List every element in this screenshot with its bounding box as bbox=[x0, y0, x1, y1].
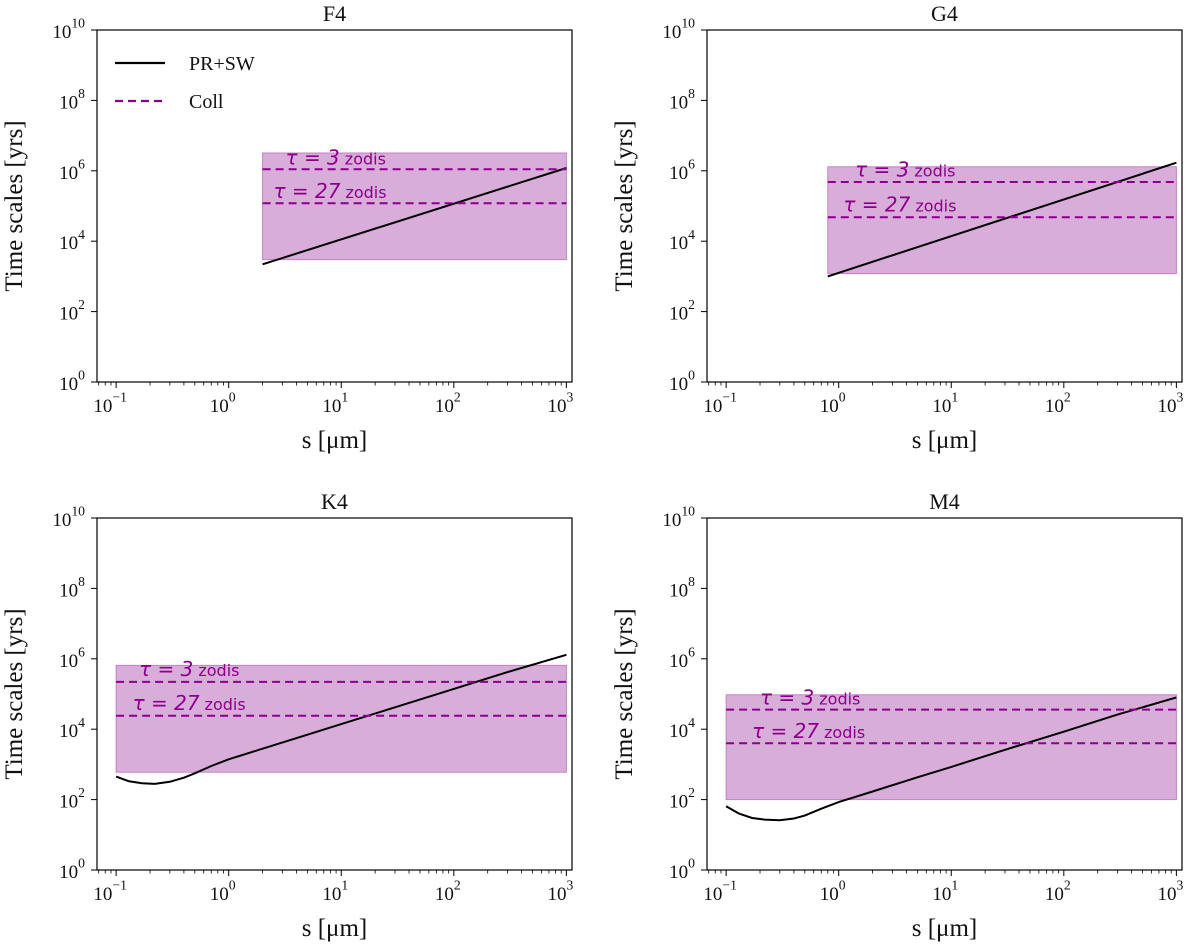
y-axis-label: Time scales [yrs] bbox=[611, 120, 638, 291]
legend-label: PR+SW bbox=[189, 53, 255, 75]
tau-annotation: τ = 27 zodis bbox=[843, 192, 956, 216]
legend: PR+SW Coll bbox=[115, 53, 255, 113]
panel-title: G4 bbox=[931, 1, 958, 26]
x-tick-label: 102 bbox=[435, 878, 461, 905]
y-axis-label: Time scales [yrs] bbox=[1, 120, 28, 291]
x-tick-label: 102 bbox=[1045, 390, 1071, 417]
tau-annotation: τ = 3 zodis bbox=[760, 686, 860, 710]
x-tick-label: 103 bbox=[1157, 878, 1183, 905]
panel-m4: τ = 3 zodis τ = 27 zodis 10−1 100 101 102 103 100… bbox=[611, 489, 1183, 942]
y-tick-label: 102 bbox=[669, 785, 695, 812]
prsw-line bbox=[725, 696, 1177, 822]
x-axis-label: s [μm] bbox=[302, 427, 367, 454]
y-tick-label: 104 bbox=[59, 715, 85, 742]
y-tick-label: 1010 bbox=[52, 16, 85, 43]
y-axis-label: Time scales [yrs] bbox=[611, 608, 638, 779]
tau-annotation: τ = 27 zodis bbox=[752, 719, 865, 743]
y-tick-label: 100 bbox=[59, 856, 85, 883]
x-tick-label: 100 bbox=[210, 878, 236, 905]
x-axis-label: s [μm] bbox=[912, 915, 977, 942]
y-tick-label: 102 bbox=[59, 785, 85, 812]
y-tick-label: 102 bbox=[59, 297, 85, 324]
panel-f4: τ = 3 zodis τ = 27 zodis 10−1 100 101 102 103 100… bbox=[1, 1, 573, 454]
y-tick-label: 104 bbox=[669, 715, 695, 742]
panel-title: M4 bbox=[929, 489, 960, 514]
y-tick-label: 102 bbox=[669, 297, 695, 324]
x-tick-label: 101 bbox=[322, 878, 348, 905]
prsw-line bbox=[115, 653, 567, 785]
tau-annotation: τ = 3 zodis bbox=[139, 657, 239, 681]
axes-frame bbox=[96, 517, 573, 871]
legend-label: Coll bbox=[189, 91, 224, 113]
y-tick-label: 104 bbox=[669, 227, 695, 254]
coll-band bbox=[262, 152, 567, 261]
y-tick-label: 106 bbox=[59, 156, 85, 183]
tau-annotation: τ = 27 zodis bbox=[273, 179, 386, 203]
x-tick-label: 100 bbox=[820, 878, 846, 905]
y-tick-label: 106 bbox=[669, 156, 695, 183]
y-tick-label: 100 bbox=[59, 368, 85, 395]
y-tick-label: 100 bbox=[669, 368, 695, 395]
axes-frame bbox=[96, 29, 573, 383]
x-tick-label: 103 bbox=[547, 878, 573, 905]
x-tick-label: 101 bbox=[932, 878, 958, 905]
panel-g4: τ = 3 zodis τ = 27 zodis 10−1 100 101 102 103 100… bbox=[611, 1, 1183, 454]
x-tick-label: 102 bbox=[435, 390, 461, 417]
y-tick-label: 106 bbox=[669, 644, 695, 671]
y-tick-label: 1010 bbox=[52, 504, 85, 531]
x-tick-label: 102 bbox=[1045, 878, 1071, 905]
tau-annotation: τ = 27 zodis bbox=[133, 691, 246, 715]
x-tick-label: 101 bbox=[932, 390, 958, 417]
y-tick-label: 108 bbox=[59, 574, 85, 601]
tau-annotation: τ = 3 zodis bbox=[855, 157, 955, 181]
prsw-line bbox=[262, 167, 567, 266]
panel-k4: τ = 3 zodis τ = 27 zodis 10−1 100 101 102 103 100… bbox=[1, 489, 573, 942]
coll-band bbox=[115, 664, 567, 773]
x-tick-label: 10−1 bbox=[703, 390, 737, 417]
y-tick-label: 106 bbox=[59, 644, 85, 671]
y-axis-label: Time scales [yrs] bbox=[1, 608, 28, 779]
y-tick-label: 108 bbox=[669, 574, 695, 601]
panel-title: K4 bbox=[321, 489, 348, 514]
coll-band bbox=[725, 694, 1177, 801]
x-tick-label: 100 bbox=[820, 390, 846, 417]
axes-frame bbox=[706, 517, 1183, 871]
y-tick-label: 100 bbox=[669, 856, 695, 883]
x-tick-label: 10−1 bbox=[703, 878, 737, 905]
axes-frame bbox=[706, 29, 1183, 383]
x-tick-label: 10−1 bbox=[93, 390, 127, 417]
x-tick-label: 103 bbox=[547, 390, 573, 417]
y-tick-label: 104 bbox=[59, 227, 85, 254]
y-tick-label: 1010 bbox=[662, 16, 695, 43]
y-tick-label: 1010 bbox=[662, 504, 695, 531]
tau-annotation: τ = 3 zodis bbox=[286, 146, 386, 170]
x-tick-label: 100 bbox=[210, 390, 236, 417]
y-tick-label: 108 bbox=[669, 86, 695, 113]
x-tick-label: 103 bbox=[1157, 390, 1183, 417]
x-tick-label: 101 bbox=[322, 390, 348, 417]
x-axis-label: s [μm] bbox=[302, 915, 367, 942]
y-tick-label: 108 bbox=[59, 86, 85, 113]
panel-title: F4 bbox=[323, 1, 346, 26]
x-tick-label: 10−1 bbox=[93, 878, 127, 905]
x-axis-label: s [μm] bbox=[912, 427, 977, 454]
